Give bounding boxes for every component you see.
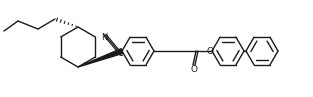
Text: O: O — [207, 46, 213, 55]
Text: N: N — [101, 33, 107, 42]
Text: O: O — [191, 65, 198, 74]
Polygon shape — [78, 49, 123, 67]
Text: C: C — [117, 48, 123, 58]
